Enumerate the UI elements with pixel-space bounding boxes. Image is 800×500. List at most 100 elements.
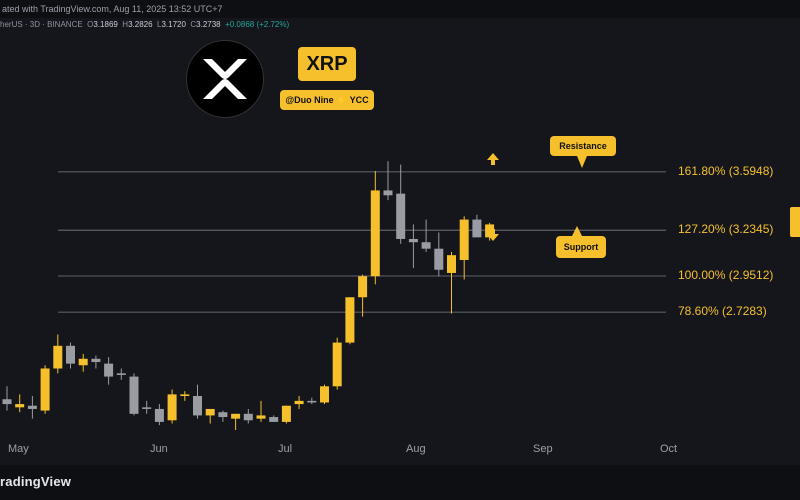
support-callout-pointer — [572, 226, 582, 236]
candle-body — [129, 376, 139, 414]
candle-body — [358, 276, 368, 298]
candle — [281, 405, 291, 424]
candle — [104, 357, 114, 385]
x-tick-label: Oct — [660, 443, 678, 455]
candle — [180, 391, 190, 401]
c-label: C — [190, 20, 197, 29]
candle-body — [116, 373, 126, 375]
candle-body — [40, 368, 50, 411]
x-tick-label: Aug — [406, 443, 426, 455]
candle-body — [396, 193, 406, 239]
candle-body — [408, 238, 418, 243]
asset-title-badge: XRP — [298, 47, 356, 81]
change-value: +0.0868 (+2.72%) — [225, 20, 290, 29]
candle — [66, 342, 75, 369]
candle — [408, 224, 418, 269]
resistance-callout-pointer — [577, 156, 587, 168]
candle — [142, 400, 152, 414]
candle — [256, 400, 266, 422]
candle — [332, 337, 342, 390]
candlestick-chart[interactable] — [0, 0, 800, 465]
candle — [53, 334, 63, 374]
candle — [243, 408, 253, 424]
candle-body — [78, 358, 88, 366]
candle-body — [421, 242, 431, 249]
candle — [167, 389, 177, 424]
candle-body — [320, 386, 329, 403]
candle-body — [345, 297, 355, 343]
candle — [78, 353, 88, 372]
candle — [218, 410, 228, 422]
candle-body — [243, 413, 253, 421]
candle — [447, 251, 456, 314]
candle — [269, 415, 279, 422]
candle — [27, 396, 37, 419]
candle-body — [205, 408, 215, 416]
arrow-up-icon — [487, 153, 499, 165]
candle-body — [15, 404, 25, 408]
candle-body — [91, 358, 101, 363]
candle-body — [231, 413, 241, 419]
candle-body — [269, 417, 279, 422]
candle — [2, 386, 12, 411]
footer-bar — [0, 465, 800, 500]
candle — [345, 297, 355, 345]
published-text: ated with TradingView.com, Aug 11, 2025 … — [2, 4, 223, 14]
candle-body — [218, 412, 228, 418]
last-price-tag — [790, 207, 800, 237]
candle-body — [434, 248, 444, 270]
candle — [396, 164, 406, 244]
resistance-callout: Resistance — [550, 136, 616, 156]
candle — [421, 219, 431, 252]
candle — [193, 384, 202, 419]
candle — [129, 373, 139, 416]
candle-body — [294, 400, 304, 405]
candle — [459, 216, 469, 280]
candle — [116, 368, 126, 380]
candle-body — [27, 405, 37, 409]
candle-body — [53, 345, 63, 369]
candle — [370, 171, 380, 285]
tradingview-brand: radingView — [0, 474, 72, 489]
c-value: 3.2738 — [196, 20, 221, 29]
candle-body — [485, 224, 495, 238]
candle-body — [66, 345, 75, 364]
fib-level-label: 161.80% (3.5948) — [678, 163, 774, 178]
arrow-down-icon — [487, 229, 499, 241]
candle — [231, 413, 241, 430]
candle-body — [332, 342, 342, 387]
candle — [485, 222, 495, 241]
l-value: 3.1720 — [161, 20, 186, 29]
candle-body — [180, 394, 190, 397]
candle-body — [142, 407, 152, 409]
candle-body — [193, 396, 202, 416]
candle — [383, 161, 393, 201]
candle — [154, 404, 164, 426]
candle-body — [2, 399, 12, 405]
support-callout: Support — [556, 236, 606, 258]
h-label: H — [122, 20, 129, 29]
candle — [472, 214, 482, 238]
candle-body — [154, 408, 164, 422]
candle — [434, 232, 444, 277]
fib-level-label: 78.60% (2.7283) — [678, 304, 767, 319]
candle-body — [307, 400, 317, 403]
h-value: 3.2826 — [128, 20, 153, 29]
candle — [205, 408, 215, 424]
candle — [294, 396, 304, 409]
candle-body — [104, 363, 114, 377]
candle-body — [256, 415, 266, 419]
o-label: O — [87, 20, 94, 29]
candle-body — [383, 190, 393, 196]
x-tick-label: Jun — [150, 443, 168, 455]
fib-level-label: 100.00% (2.9512) — [678, 268, 774, 283]
candle — [15, 394, 25, 413]
x-tick-label: Jul — [278, 443, 293, 455]
candle — [320, 384, 329, 405]
candle-body — [370, 190, 380, 277]
l-label: L — [157, 20, 162, 29]
xrp-logo-icon — [186, 40, 264, 118]
ohlc-legend: herUS · 3D · BINANCE O3.1869 H3.2826 L3.… — [0, 20, 289, 29]
candle — [91, 355, 101, 369]
author-handle-badge: @Duo Nine ⚡ YCC — [280, 90, 374, 110]
